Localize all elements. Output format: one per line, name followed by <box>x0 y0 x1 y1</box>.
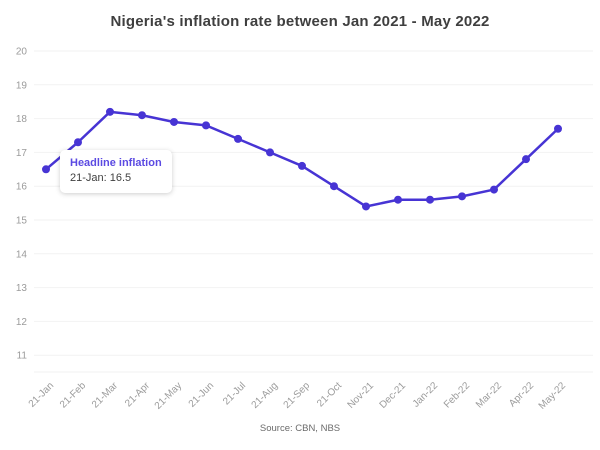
data-point[interactable] <box>298 161 306 170</box>
data-point[interactable] <box>74 138 82 147</box>
data-point[interactable] <box>42 165 50 174</box>
data-point[interactable] <box>426 195 434 204</box>
x-tick-label: Feb-22 <box>442 380 472 410</box>
data-point[interactable] <box>138 111 146 120</box>
y-tick-label: 20 <box>16 47 28 58</box>
y-tick-label: 13 <box>16 283 28 294</box>
y-tick-label: 17 <box>16 148 28 159</box>
data-point[interactable] <box>234 134 242 143</box>
x-tick-label: Dec-21 <box>378 380 409 411</box>
data-point[interactable] <box>394 195 402 204</box>
data-point[interactable] <box>362 202 370 211</box>
y-tick-label: 18 <box>16 114 28 125</box>
data-point[interactable] <box>170 117 178 126</box>
x-tick-label: Mar-22 <box>474 380 504 410</box>
x-tick-label: 21-Jul <box>221 380 248 407</box>
y-tick-label: 15 <box>16 216 28 227</box>
data-point[interactable] <box>106 107 114 116</box>
x-tick-label: 21-Jun <box>187 380 216 409</box>
x-tick-label: 21-Feb <box>58 380 88 410</box>
x-tick-label: 21-Mar <box>90 380 121 411</box>
data-point[interactable] <box>202 121 210 130</box>
x-tick-label: May-22 <box>537 380 569 412</box>
data-point[interactable] <box>266 148 274 157</box>
tooltip-value: 21-Jan: 16.5 <box>70 172 132 184</box>
y-tick-label: 12 <box>16 317 28 328</box>
x-tick-label: 21-Apr <box>123 380 152 409</box>
x-tick-label: Nov-21 <box>346 380 377 411</box>
tooltip-series-name: Headline inflation <box>70 157 162 169</box>
data-point[interactable] <box>458 192 466 201</box>
data-point[interactable] <box>330 182 338 191</box>
x-tick-label: 21-Sep <box>282 380 313 411</box>
tooltip: Headline inflation 21-Jan: 16.5 <box>60 150 172 193</box>
x-tick-label: 21-Oct <box>315 380 344 409</box>
y-tick-label: 16 <box>16 182 28 193</box>
x-tick-label: Jan-22 <box>411 380 441 410</box>
x-tick-label: 21-May <box>153 380 184 411</box>
x-tick-label: Apr-22 <box>507 380 536 409</box>
x-tick-label: 21-Jan <box>27 380 56 409</box>
y-tick-label: 14 <box>16 249 28 260</box>
x-tick-label: 21-Aug <box>250 380 281 411</box>
y-tick-label: 19 <box>16 80 28 91</box>
y-tick-label: 11 <box>17 351 28 362</box>
data-point[interactable] <box>490 185 498 194</box>
data-point[interactable] <box>522 155 530 164</box>
chart-title: Nigeria's inflation rate between Jan 202… <box>110 13 490 30</box>
data-point[interactable] <box>554 124 562 133</box>
source-note: Source: CBN, NBS <box>259 423 341 434</box>
